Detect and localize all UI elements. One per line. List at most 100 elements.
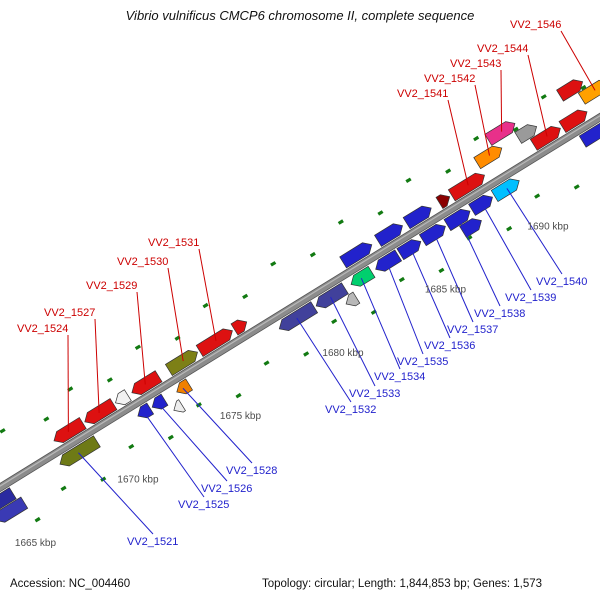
gene-label-vv2_1546[interactable]: VV2_1546 [510, 19, 561, 31]
gene-arrow[interactable] [514, 124, 538, 144]
gene-arrow[interactable] [556, 79, 584, 102]
label-leader-line [447, 99, 469, 186]
gene-arrow-vv2_1521[interactable] [59, 435, 101, 467]
gene-arrow-vv2_1529[interactable] [131, 370, 163, 395]
feature-tick [263, 360, 270, 366]
gene-label-vv2_1521[interactable]: VV2_1521 [127, 536, 178, 548]
label-leader-line [527, 54, 548, 137]
feature-tick [438, 267, 445, 274]
label-leader-line [157, 403, 228, 482]
gene-arrow[interactable] [558, 109, 588, 133]
gene-arrow-vv2_1542[interactable] [473, 145, 503, 170]
feature-tick [377, 210, 384, 216]
feature-tick [405, 177, 412, 183]
gene-arrow-vv2_1527[interactable] [84, 398, 118, 425]
kbp-position-label: 1690 kbp [527, 221, 569, 232]
label-leader-line [458, 217, 501, 307]
gene-label-vv2_1529[interactable]: VV2_1529 [86, 280, 137, 292]
label-leader-line [94, 318, 100, 413]
gene-label-vv2_1525[interactable]: VV2_1525 [178, 499, 229, 511]
feature-tick [309, 251, 316, 258]
feature-tick [506, 225, 513, 232]
gene-label-vv2_1526[interactable]: VV2_1526 [201, 483, 252, 495]
gene-arrow[interactable] [339, 242, 373, 269]
gene-label-vv2_1527[interactable]: VV2_1527 [44, 307, 95, 319]
backbone-highlight [0, 115, 600, 487]
kbp-position-label: 1670 kbp [117, 474, 159, 485]
label-leader-line [481, 203, 532, 291]
gene-arrow-vv2_1531[interactable] [195, 328, 233, 357]
gene-arrow-vv2_1543[interactable] [484, 121, 516, 146]
gene-arrow-vv2_1525[interactable] [137, 402, 155, 419]
gene-arrow[interactable] [435, 194, 451, 209]
label-leader-line [136, 291, 146, 385]
sequence-summary-text: Topology: circular; Length: 1,844,853 bp… [262, 578, 543, 590]
feature-tick [128, 443, 135, 450]
feature-tick [580, 84, 587, 91]
gene-arrow-vv2_1528[interactable] [176, 378, 193, 395]
gene-arrow[interactable] [230, 319, 248, 336]
gene-arrow-vv2_1546[interactable] [577, 79, 600, 105]
gene-arrow[interactable] [345, 291, 361, 307]
feature-tick [270, 261, 277, 267]
gene-label-vv2_1528[interactable]: VV2_1528 [226, 465, 277, 477]
label-leader-line [78, 452, 154, 535]
gene-label-vv2_1537[interactable]: VV2_1537 [447, 324, 498, 336]
gene-arrow[interactable] [374, 223, 403, 247]
gene-arrow-vv2_1530[interactable] [164, 350, 198, 376]
gene-label-vv2_1535[interactable]: VV2_1535 [397, 356, 448, 368]
gene-label-vv2_1539[interactable]: VV2_1539 [505, 292, 556, 304]
gene-arrow-vv2_1544[interactable] [529, 126, 561, 151]
gene-label-vv2_1542[interactable]: VV2_1542 [424, 73, 475, 85]
status-bar: Accession: NC_004460 Topology: circular;… [0, 578, 600, 592]
gene-arrow[interactable] [173, 399, 186, 413]
gene-label-vv2_1543[interactable]: VV2_1543 [450, 58, 501, 70]
gene-arrow[interactable] [0, 496, 29, 523]
kbp-position-label: 1675 kbp [220, 411, 262, 422]
gene-arrow[interactable] [115, 389, 132, 406]
gene-arrow[interactable] [578, 122, 600, 148]
gene-label-vv2_1541[interactable]: VV2_1541 [397, 88, 448, 100]
gene-arrow-vv2_1539[interactable] [468, 194, 493, 216]
gene-arrow-vv2_1541[interactable] [447, 172, 485, 202]
gene-arrow-vv2_1533[interactable] [315, 282, 349, 309]
gene-arrow-vv2_1538[interactable] [443, 208, 471, 232]
gene-label-vv2_1536[interactable]: VV2_1536 [424, 340, 475, 352]
gene-arrow-vv2_1524[interactable] [53, 417, 87, 443]
feature-tick [473, 135, 480, 142]
gene-arrow[interactable] [402, 205, 432, 230]
feature-tick [60, 485, 67, 492]
feature-tick [303, 351, 310, 357]
gene-label-vv2_1530[interactable]: VV2_1530 [117, 256, 168, 268]
label-leader-line [433, 233, 474, 323]
feature-tick [573, 184, 580, 190]
feature-tick [512, 126, 519, 133]
gene-arrow-vv2_1536[interactable] [396, 239, 422, 261]
gene-label-vv2_1532[interactable]: VV2_1532 [325, 404, 376, 416]
feature-tick [67, 386, 74, 392]
label-leader-line [506, 188, 563, 275]
gene-arrow-vv2_1532[interactable] [278, 301, 319, 331]
gene-label-vv2_1538[interactable]: VV2_1538 [474, 308, 525, 320]
gene-label-vv2_1544[interactable]: VV2_1544 [477, 43, 528, 55]
gene-label-vv2_1540[interactable]: VV2_1540 [536, 276, 587, 288]
feature-tick [34, 516, 41, 523]
feature-tick [0, 428, 6, 434]
label-leader-line [560, 30, 596, 91]
feature-tick [534, 193, 541, 199]
gene-arrow[interactable] [0, 487, 17, 513]
gene-label-vv2_1524[interactable]: VV2_1524 [17, 323, 68, 335]
label-leader-line [386, 262, 424, 355]
gene-label-vv2_1531[interactable]: VV2_1531 [148, 237, 199, 249]
feature-tick [167, 434, 174, 441]
gene-label-vv2_1534[interactable]: VV2_1534 [374, 371, 425, 383]
label-leader-line [330, 296, 376, 387]
gene-arrow-vv2_1526[interactable] [151, 393, 169, 410]
gene-arrow-vv2_1535[interactable] [375, 249, 403, 272]
gene-label-vv2_1533[interactable]: VV2_1533 [349, 388, 400, 400]
accession-text: Accession: NC_004460 [10, 578, 131, 590]
gene-arrow-vv2_1537[interactable] [418, 224, 446, 247]
gene-arrow-vv2_1540[interactable] [490, 178, 520, 202]
gene-arrow-vv2_1534[interactable] [350, 265, 376, 287]
